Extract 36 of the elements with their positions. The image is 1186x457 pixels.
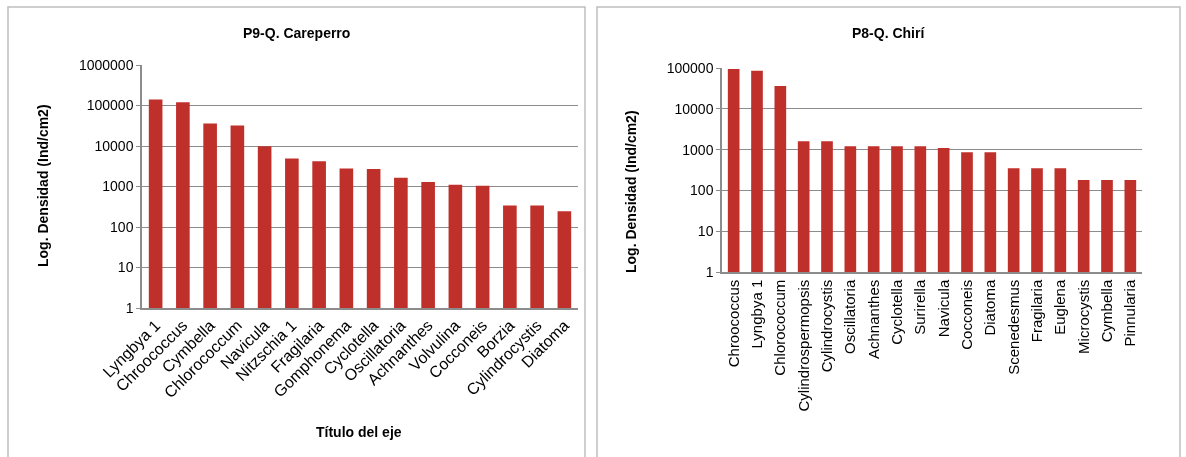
y-tick-label: 1000 <box>102 178 134 195</box>
x-tick-label: Cylindrocystis <box>817 279 835 373</box>
y-tick-label: 100 <box>690 182 714 199</box>
y-tick-label: 1000000 <box>78 56 134 73</box>
y-tick-label: 10000 <box>94 137 134 154</box>
y-axis-title: Log. Densidad (Ind/cm2) <box>623 110 639 273</box>
x-tick-label: Pinnularia <box>1121 279 1139 347</box>
y-tick-label: 10 <box>117 259 134 276</box>
y-tick-label: 100000 <box>666 59 714 76</box>
x-tick-label: Cyclotella <box>887 279 905 345</box>
y-tick-label: 1 <box>125 299 134 316</box>
x-tick-label: Scenedesmus <box>1004 279 1022 375</box>
x-tick-label: Achnanthes <box>864 279 882 359</box>
x-tick-label: Chlorococcum <box>771 279 789 376</box>
chart-title: P9-Q. Careperro <box>243 25 351 41</box>
y-tick-label: 100 <box>110 218 134 235</box>
x-tick-label: Cymbella <box>1097 279 1115 343</box>
y-tick-label: 10000 <box>674 100 714 117</box>
x-tick-label: Lyngbya 1 <box>747 279 765 349</box>
x-axis-title: Título del eje <box>316 424 402 440</box>
x-tick-label: Microcystis <box>1074 279 1092 354</box>
x-tick-label: Chroococcus <box>724 279 742 368</box>
y-tick-label: 1000 <box>682 141 714 158</box>
y-tick-label: 100000 <box>86 97 134 114</box>
x-tick-label: Euglena <box>1051 279 1069 335</box>
x-tick-label: Cylindrospermopsis <box>794 279 812 412</box>
x-tick-label: Diatoma <box>981 279 999 336</box>
chart-title: P8-Q. Chirí <box>852 25 926 41</box>
y-tick-label: 1 <box>705 263 714 280</box>
y-tick-label: 10 <box>697 223 714 240</box>
x-tick-label: Surirella <box>911 279 929 335</box>
x-tick-label: Navicula <box>934 279 952 338</box>
x-tick-label: Cocconeis <box>957 279 975 350</box>
x-tick-label: Fragilaria <box>1027 279 1045 343</box>
x-tick-label: Oscillatoria <box>841 279 859 354</box>
y-axis-title: Log. Densidad (Ind/cm2) <box>35 104 51 267</box>
